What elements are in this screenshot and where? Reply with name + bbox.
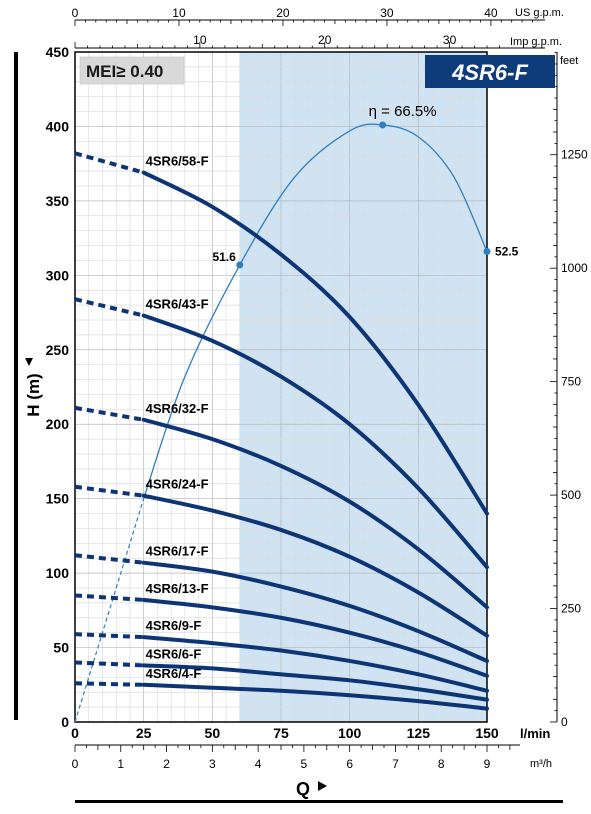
pump-curve-dashed (74, 660, 144, 668)
model-title: 4SR6-F (451, 60, 528, 85)
y-arrow-icon (25, 358, 33, 366)
efficiency-point (236, 261, 244, 269)
grid (74, 51, 488, 723)
us-gpm-tick-label: 20 (276, 6, 290, 20)
efficiency-curve-dashed (74, 498, 145, 723)
x-tick-label-m3h: 1 (117, 757, 124, 771)
x-axis-label: Q (296, 779, 310, 799)
series-label: 4SR6/43-F (146, 297, 209, 312)
x-tick-label-lmin: 75 (273, 725, 289, 741)
feet-tick-label: 750 (561, 375, 581, 389)
x-tick-label-m3h: 8 (438, 757, 445, 771)
pump-curve-dashed (74, 593, 144, 602)
x-tick-label-m3h: 2 (163, 757, 170, 771)
pump-curve-dashed (74, 553, 144, 565)
x-tick-label-lmin: 50 (205, 725, 221, 741)
y-axis-label: H (m) (24, 373, 43, 416)
model-title-bg (425, 55, 555, 88)
x-tick-label-m3h: 7 (392, 757, 399, 771)
efficiency-point-label: 51.6 (212, 250, 236, 264)
x-tick-label-m3h: 9 (484, 757, 491, 771)
pump-curve (141, 635, 489, 693)
y-tick-label: 450 (46, 44, 70, 60)
feet-tick-label: 1000 (561, 261, 588, 275)
y-tick-label: 400 (46, 118, 70, 134)
pump-curve (141, 170, 489, 516)
x-tick-label-lmin: 125 (407, 725, 431, 741)
us-gpm-tick-label: 0 (72, 6, 79, 20)
mei-badge-bg (79, 56, 185, 85)
mei-badge: MEI≥ 0.40 (86, 62, 163, 81)
feet-tick-label: 250 (561, 602, 581, 616)
series-label: 4SR6/24-F (146, 477, 209, 492)
y-tick-label: 100 (46, 565, 70, 581)
bottom-axis-bar (75, 800, 563, 803)
feet-unit: feet (560, 55, 578, 67)
pump-curve-dashed (74, 632, 144, 640)
imp-gpm-tick-label: 20 (318, 33, 332, 47)
x-tick-label-lmin: 25 (136, 725, 152, 741)
y-tick-label: 50 (53, 640, 69, 656)
efficiency-curve (143, 123, 488, 499)
imp-gpm-tick-label: 30 (443, 33, 457, 47)
chart-marks (74, 121, 491, 723)
series-label: 4SR6/32-F (146, 401, 209, 416)
series-label: 4SR6/9-F (146, 618, 202, 633)
plot-frame (74, 51, 488, 723)
x-tick-label-m3h: 6 (346, 757, 353, 771)
feet-tick-label: 500 (561, 488, 581, 502)
left-axis-bar (14, 52, 18, 720)
pump-curve (141, 682, 489, 711)
efficiency-point (379, 121, 387, 129)
y-tick-label: 150 (46, 491, 70, 507)
series-label: 4SR6/17-F (146, 544, 209, 559)
imp-gpm-unit: Imp g.p.m. (510, 36, 562, 48)
pump-curve-dashed (74, 484, 144, 498)
x-tick-label-lmin: 100 (338, 725, 362, 741)
series-label: 4SR6/58-F (146, 154, 209, 169)
efficiency-label: η = 66.5% (369, 103, 437, 120)
pump-curve (141, 417, 489, 610)
x-tick-label-lmin: 150 (475, 725, 499, 741)
y-tick-label: 200 (46, 416, 70, 432)
series-label: 4SR6/6-F (146, 646, 202, 661)
us-gpm-unit: US g.p.m. (515, 7, 564, 19)
series-label: 4SR6/13-F (146, 581, 209, 596)
us-gpm-tick-label: 40 (484, 6, 498, 20)
pump-curve (141, 493, 489, 638)
y-tick-label: 250 (46, 342, 70, 358)
pump-curve (141, 597, 489, 678)
x-tick-label-m3h: 4 (255, 757, 262, 771)
y-tick-label: 350 (46, 193, 70, 209)
efficiency-point (483, 248, 491, 256)
efficiency-point-label: 52.5 (495, 245, 519, 259)
series-label: 4SR6/4-F (146, 666, 202, 681)
pump-curve (141, 663, 489, 702)
pump-curve (141, 313, 489, 570)
us-gpm-tick-label: 10 (172, 6, 186, 20)
y-tick-label: 0 (61, 714, 69, 730)
feet-tick-label: 1250 (561, 148, 588, 162)
us-gpm-tick-label: 30 (380, 6, 394, 20)
imp-gpm-tick-label: 10 (193, 33, 207, 47)
pump-curve (141, 560, 489, 663)
m3h-unit: m³/h (530, 758, 552, 770)
x-tick-label-m3h: 5 (301, 757, 308, 771)
x-tick-label-m3h: 3 (209, 757, 216, 771)
y-tick-label: 300 (46, 267, 70, 283)
x-tick-label-m3h: 0 (72, 757, 79, 771)
pump-curve-dashed (74, 297, 145, 318)
pump-curve-dashed (74, 681, 144, 687)
x-arrow-icon (318, 781, 327, 791)
x-tick-label-lmin: 0 (71, 725, 79, 741)
feet-tick-label: 0 (561, 715, 568, 729)
lmin-unit: l/min (520, 726, 550, 741)
